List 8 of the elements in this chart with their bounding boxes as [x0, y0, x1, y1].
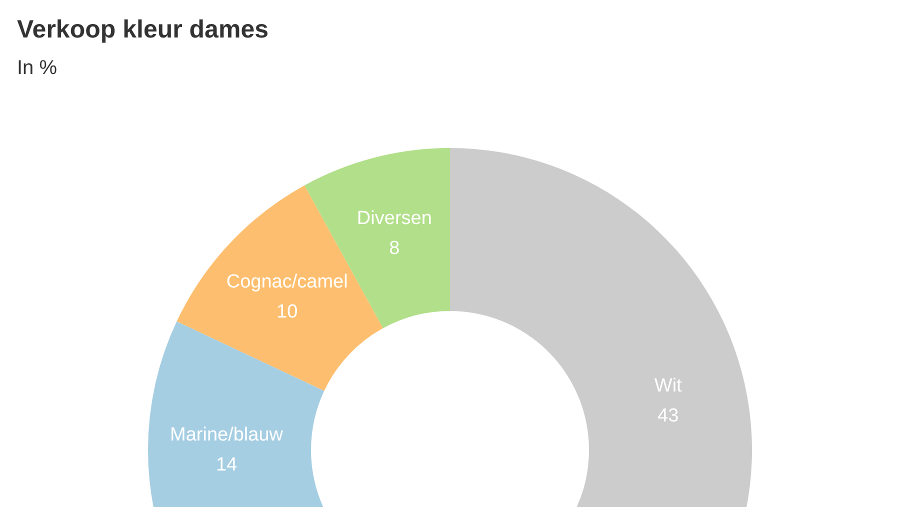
- chart-title: Verkoop kleur dames: [17, 16, 269, 44]
- data-label: 10: [276, 302, 298, 323]
- data-label: 8: [389, 238, 400, 260]
- slice-label: Marine/blauw: [170, 424, 284, 446]
- chart-subtitle: In %: [17, 57, 58, 79]
- data-label: 14: [216, 454, 238, 476]
- slice-label: Diversen: [356, 208, 432, 230]
- slice-label: Cognac/camel: [226, 272, 348, 293]
